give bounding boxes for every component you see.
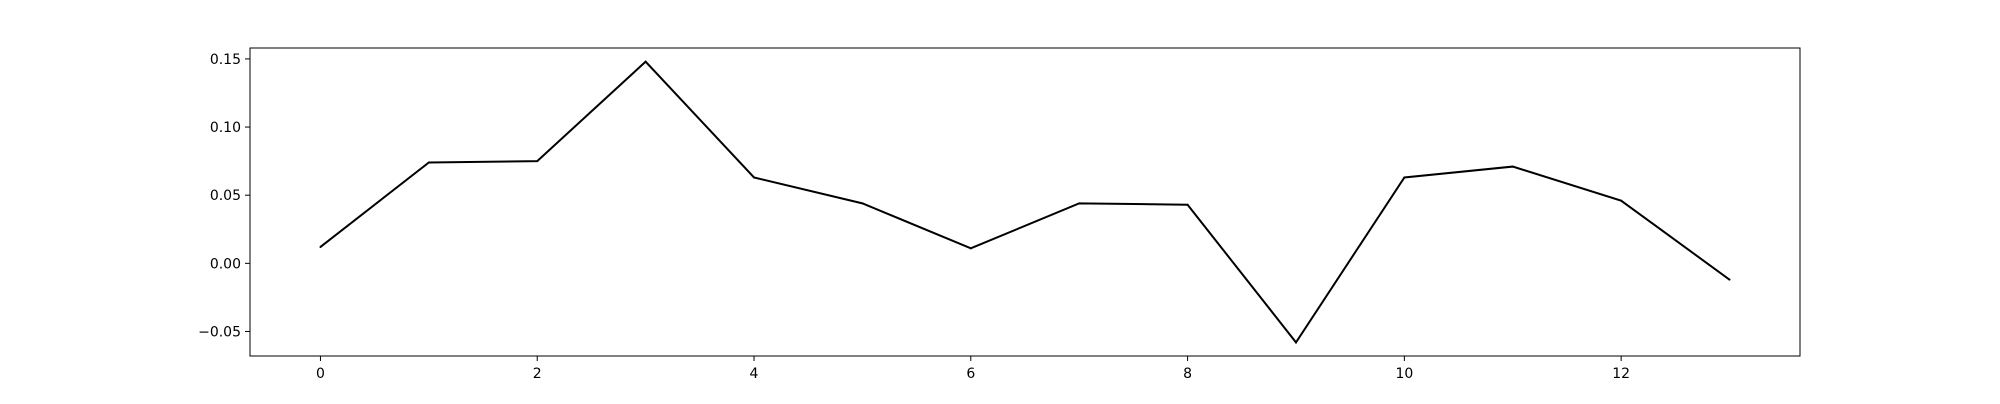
- data-point: [1728, 278, 1731, 281]
- plot-frame: [249, 47, 1801, 357]
- data-point: [1294, 341, 1297, 344]
- x-tick-label: 10: [1395, 366, 1413, 382]
- y-tick-label: 0.15: [210, 52, 241, 68]
- data-point: [1620, 199, 1623, 202]
- x-tick-label: 6: [966, 366, 975, 382]
- data-point: [861, 202, 864, 205]
- data-point: [536, 160, 539, 163]
- y-tick-label: 0.00: [210, 256, 241, 272]
- y-axis: −0.05 0.00 0.05 0.10 0.15: [198, 52, 250, 340]
- data-point: [969, 247, 972, 250]
- x-tick-label: 0: [316, 366, 325, 382]
- data-point: [427, 161, 430, 164]
- data-point: [753, 176, 756, 179]
- data-point: [1511, 165, 1514, 168]
- y-tick-label: 0.05: [210, 188, 241, 204]
- x-axis: 0 2 4 6 8 10 12: [316, 356, 1630, 382]
- x-tick-label: 2: [533, 366, 542, 382]
- data-point: [1078, 202, 1081, 205]
- x-tick-label: 12: [1612, 366, 1630, 382]
- x-tick-label: 4: [750, 366, 759, 382]
- data-point: [1186, 203, 1189, 206]
- data-points: [319, 60, 1731, 344]
- data-point: [1403, 176, 1406, 179]
- y-tick-label: 0.10: [210, 120, 241, 136]
- y-tick-label: −0.05: [198, 324, 241, 340]
- data-point: [644, 60, 647, 63]
- x-tick-label: 8: [1183, 366, 1192, 382]
- data-point: [319, 245, 322, 248]
- series-line: [319, 60, 1731, 345]
